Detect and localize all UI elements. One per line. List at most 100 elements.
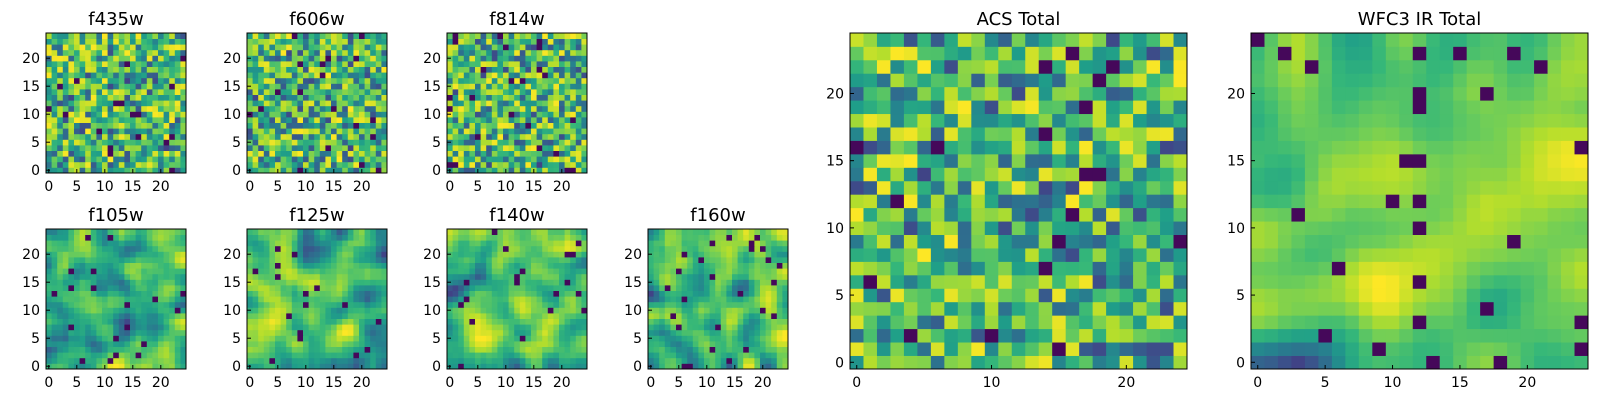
f125w-cell — [347, 301, 354, 308]
f435w-cell — [174, 83, 181, 90]
f125w-cell — [247, 229, 253, 235]
f160w-cell — [670, 229, 677, 235]
f814w-cell — [553, 72, 560, 79]
f160w-cell — [720, 234, 727, 241]
acs-total-cell — [930, 355, 945, 370]
acs-total-cell — [1146, 274, 1161, 289]
f814w-cell — [491, 66, 498, 73]
f435w-cell — [107, 44, 114, 51]
f105w-cell — [57, 341, 64, 347]
f606w-cell — [303, 161, 309, 168]
f814w-cell — [553, 55, 560, 62]
f105w-cell — [79, 268, 86, 275]
f435w-cell — [169, 100, 176, 107]
f606w-cell — [252, 77, 259, 84]
f160w-cell — [771, 318, 778, 325]
f140w-cell — [581, 262, 588, 269]
f606w-cell — [381, 83, 388, 90]
f606w-cell — [325, 117, 332, 123]
f435w-cell — [152, 100, 159, 107]
f814w-cell — [497, 33, 504, 39]
f125w-cell — [336, 318, 343, 325]
f814w-cell — [514, 83, 521, 90]
f105w-cell — [51, 273, 58, 280]
acs-total-cell — [1119, 207, 1134, 222]
f125w-cell — [375, 313, 382, 319]
f160w-cell — [670, 346, 677, 353]
f435w-cell — [146, 122, 153, 129]
f105w-cell — [152, 324, 159, 331]
f814w-cell — [447, 89, 453, 95]
f140w-cell — [536, 318, 543, 325]
f606w-cell — [364, 150, 371, 157]
f814w-cell — [475, 55, 481, 62]
f606w-cell — [353, 133, 360, 140]
f606w-cell — [319, 77, 326, 84]
acs-total-cell — [1065, 248, 1080, 262]
f606w-cell — [381, 89, 388, 95]
f125w-cell — [280, 251, 287, 258]
f125w-cell — [331, 313, 337, 319]
acs-total-cell — [1133, 355, 1147, 370]
f606w-cell — [308, 61, 315, 67]
acs-total-cell — [944, 207, 959, 222]
f125w-cell — [342, 313, 349, 319]
f105w-cell — [180, 357, 187, 364]
acs-total-cell — [1146, 315, 1161, 330]
f435w-cell — [141, 77, 148, 84]
f105w-cell — [74, 245, 80, 252]
f140w-cell — [486, 290, 493, 297]
acs-total-cell — [984, 207, 999, 222]
f606w-cell — [252, 94, 259, 101]
f435w-cell — [90, 145, 97, 151]
f105w-cell — [130, 229, 136, 235]
acs-total-cell — [1160, 328, 1174, 343]
f140w-cell — [508, 262, 515, 269]
f105w-cell — [68, 279, 75, 286]
f435w-cell — [68, 100, 75, 107]
acs-total-cell — [1038, 315, 1053, 330]
f105w-cell — [68, 329, 75, 336]
f125w-cell — [375, 301, 382, 308]
f606w-cell — [342, 150, 349, 157]
f140w-cell — [519, 324, 526, 331]
f435w-x-tick-label: 10 — [96, 179, 114, 195]
f140w-cell — [581, 346, 588, 353]
f606w-cell — [258, 49, 265, 56]
f105w-cell — [107, 307, 114, 314]
f105w-cell — [46, 257, 52, 263]
acs-total-cell — [998, 274, 1013, 289]
f140w-cell — [491, 273, 498, 280]
f125w-cell — [364, 307, 371, 314]
f606w-cell — [336, 167, 343, 174]
f435w-cell — [113, 167, 120, 174]
f125w-cell — [247, 346, 253, 353]
acs-total-cell — [1011, 207, 1026, 222]
f160w-cell — [765, 234, 772, 241]
f160w-cell — [709, 357, 716, 364]
f140w-cell — [486, 296, 493, 303]
f125w-cell — [269, 341, 276, 347]
f606w-cell — [297, 55, 304, 62]
f160w-cell — [648, 341, 654, 347]
f140w-cell — [547, 307, 554, 314]
f606w-cell — [286, 77, 293, 84]
acs-total-cell — [890, 221, 905, 235]
f160w-cell — [765, 251, 772, 258]
f140w-cell — [581, 352, 588, 359]
acs-total-cell — [903, 342, 918, 356]
f435w-cell — [146, 33, 153, 39]
acs-total-cell — [1092, 207, 1107, 222]
f125w-cell — [347, 357, 354, 364]
f105w-cell — [174, 273, 181, 280]
acs-total-cell — [1079, 207, 1094, 222]
f606w-cell — [291, 44, 298, 51]
f140w-cell — [503, 240, 509, 247]
acs-total-cell — [903, 153, 918, 168]
f814w-cell — [525, 33, 532, 39]
f435w-cell — [152, 128, 159, 135]
f814w-cell — [514, 139, 521, 146]
f140w-cell — [519, 285, 526, 291]
f140w-cell — [519, 341, 526, 347]
f140w-cell — [575, 324, 582, 331]
